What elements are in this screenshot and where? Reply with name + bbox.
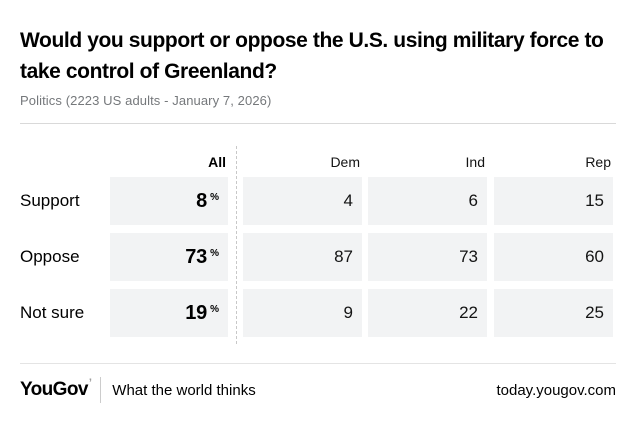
column-gap xyxy=(487,233,494,281)
column-gap xyxy=(487,177,494,225)
column-header-all: All xyxy=(208,154,226,170)
column-header-ind: Ind xyxy=(465,154,485,170)
results-table: All Dem Ind Rep Support 8 % 4 6 15 Oppos… xyxy=(20,146,616,344)
yougov-logo-text: YouGov xyxy=(20,379,88,400)
cell-not-sure-all: 19 % xyxy=(110,289,228,337)
cell-support-rep: 15 xyxy=(494,177,613,225)
cell-oppose-dem: 87 xyxy=(243,233,362,281)
cell-oppose-all: 73 % xyxy=(110,233,228,281)
cell-not-sure-dem: 9 xyxy=(243,289,362,337)
row-label-support: Support xyxy=(20,191,80,210)
percent-sign: % xyxy=(210,303,219,315)
all-column-dashed-separator xyxy=(236,146,237,344)
value-support-all: 8 xyxy=(196,189,208,212)
footer-vertical-divider xyxy=(100,377,102,403)
percent-sign: % xyxy=(210,247,219,259)
footer-tagline: What the world thinks xyxy=(112,381,256,399)
cell-not-sure-rep: 25 xyxy=(494,289,613,337)
footer: YouGov ’ What the world thinks today.you… xyxy=(0,364,636,403)
cell-oppose-rep: 60 xyxy=(494,233,613,281)
yougov-logo: YouGov ’ xyxy=(20,377,92,401)
footer-divider xyxy=(20,363,616,364)
footer-url[interactable]: today.yougov.com xyxy=(496,381,616,399)
results-grid: All Dem Ind Rep Support 8 % 4 6 15 Oppos… xyxy=(20,148,616,337)
value-oppose-all: 73 xyxy=(185,245,208,268)
cell-support-ind: 6 xyxy=(368,177,487,225)
row-label-oppose: Oppose xyxy=(20,247,80,266)
header: Would you support or oppose the U.S. usi… xyxy=(0,0,636,108)
column-gap xyxy=(362,148,368,169)
yougov-logo-accent-mark: ’ xyxy=(88,377,92,389)
cell-support-all: 8 % xyxy=(110,177,228,225)
value-not-sure-all: 19 xyxy=(185,301,208,324)
poll-meta-subtitle: Politics (2223 US adults - January 7, 20… xyxy=(20,93,272,108)
poll-question-title: Would you support or oppose the U.S. usi… xyxy=(20,29,604,83)
cell-not-sure-ind: 22 xyxy=(368,289,487,337)
header-row-label-spacer xyxy=(20,148,110,169)
column-gap xyxy=(487,289,494,337)
column-header-rep: Rep xyxy=(585,154,611,170)
top-divider xyxy=(20,123,616,124)
percent-sign: % xyxy=(210,191,219,203)
cell-support-dem: 4 xyxy=(243,177,362,225)
column-header-dem: Dem xyxy=(330,154,360,170)
row-label-not-sure: Not sure xyxy=(20,303,85,322)
cell-oppose-ind: 73 xyxy=(368,233,487,281)
column-gap xyxy=(487,148,494,169)
